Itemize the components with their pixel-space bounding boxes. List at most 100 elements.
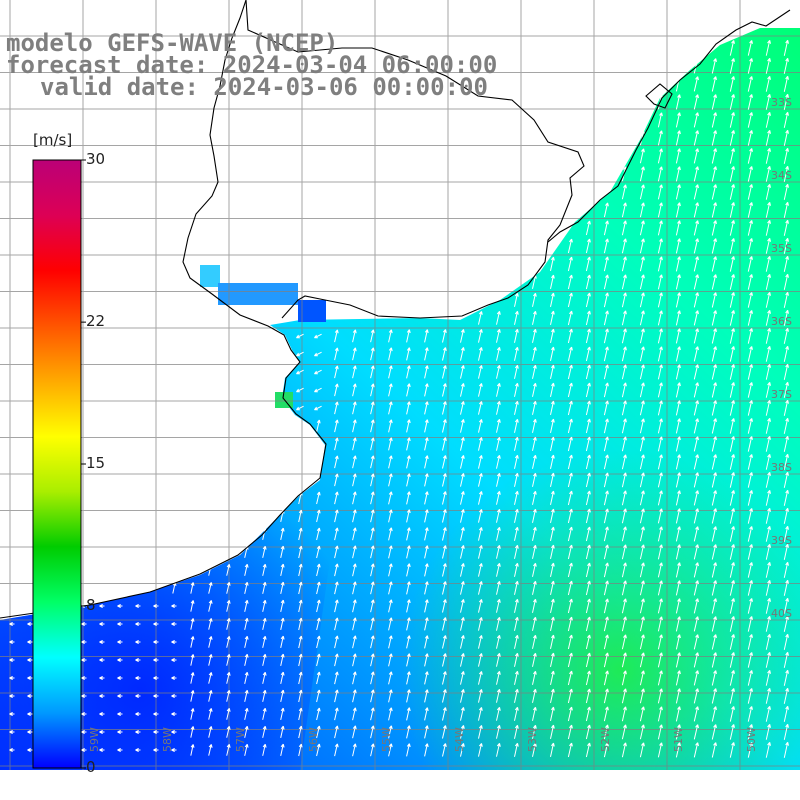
wind-arrow (693, 724, 699, 740)
wind-arrow (226, 653, 231, 666)
wind-arrow (621, 634, 627, 650)
wind-arrow (747, 580, 753, 596)
wind-arrow (334, 617, 339, 631)
wind-arrow (585, 598, 591, 614)
wind-arrow (711, 166, 717, 182)
wind-arrow (657, 670, 663, 686)
wind-arrow (693, 616, 699, 632)
wind-arrow (747, 688, 753, 704)
wind-arrow (603, 490, 609, 506)
wind-arrow (783, 399, 789, 416)
wind-arrow (657, 454, 663, 470)
wind-arrow (783, 201, 789, 218)
wind-arrow (657, 148, 663, 164)
wind-arrow (693, 562, 699, 578)
wind-arrow (783, 165, 789, 182)
wind-arrow (711, 526, 717, 542)
wind-arrow (99, 622, 105, 626)
wind-arrow (27, 622, 33, 626)
wind-arrow (639, 346, 645, 362)
wind-arrow (729, 490, 735, 506)
wind-arrow (747, 130, 753, 146)
wind-arrow (514, 634, 519, 649)
wind-arrow (352, 383, 357, 397)
wind-arrow (478, 401, 483, 415)
wind-arrow (783, 687, 789, 704)
wind-arrow (442, 473, 447, 487)
wind-arrow (388, 581, 393, 595)
wind-arrow (514, 616, 519, 631)
wind-arrow (424, 347, 429, 361)
wind-arrow (657, 742, 663, 758)
wind-arrow (478, 329, 483, 343)
longitude-label: 57W (234, 727, 247, 752)
longitude-label: 52W (599, 727, 612, 752)
colorbar (32, 159, 86, 769)
wind-arrow (226, 671, 231, 684)
wind-arrow (296, 387, 304, 393)
wind-arrow (747, 400, 753, 416)
wind-arrow (298, 653, 303, 667)
wind-arrow (711, 688, 717, 704)
wind-arrow (585, 364, 591, 380)
wind-arrow (262, 671, 267, 684)
wind-arrow (621, 454, 627, 470)
wind-arrow (765, 579, 771, 596)
wind-arrow (514, 382, 519, 397)
colorbar-label: 30 (86, 150, 106, 168)
latitude-label: 37S (771, 388, 792, 401)
wind-arrow (585, 436, 591, 452)
wind-arrow (388, 509, 393, 523)
wind-arrow (657, 526, 663, 542)
wind-arrow (783, 345, 789, 362)
wind-arrow (711, 94, 717, 110)
wind-arrow (693, 274, 699, 290)
wind-arrow (711, 238, 717, 254)
wind-arrow (117, 676, 123, 680)
wind-arrow (567, 292, 573, 308)
wind-arrow (352, 689, 357, 703)
wind-arrow (262, 581, 267, 594)
wind-arrow (567, 436, 573, 452)
wind-arrow (514, 670, 519, 685)
wind-arrow (226, 689, 231, 702)
wind-arrow (765, 435, 771, 452)
wind-arrow (639, 148, 645, 164)
wind-arrow (532, 292, 537, 307)
wind-arrow (478, 725, 483, 739)
wind-arrow (314, 405, 322, 411)
wind-arrow (478, 437, 483, 451)
wind-arrow (729, 706, 735, 722)
wind-arrow (532, 364, 537, 379)
wind-arrow (783, 543, 789, 560)
wind-arrow (693, 706, 699, 722)
wind-arrow (298, 617, 303, 631)
wind-arrow (693, 94, 699, 110)
wind-arrow (99, 748, 105, 752)
wind-arrow (567, 562, 573, 578)
wind-arrow (424, 635, 429, 649)
wind-arrow (406, 329, 411, 343)
wind-arrow (314, 333, 322, 339)
wind-arrow (496, 382, 501, 397)
wind-arrow (783, 273, 789, 290)
wind-arrow (711, 76, 717, 92)
wind-arrow (334, 743, 339, 757)
wind-arrow (442, 599, 447, 613)
wind-arrow (550, 652, 555, 668)
wind-arrow (711, 706, 717, 722)
wind-arrow (585, 256, 591, 272)
wind-arrow (693, 202, 699, 218)
wind-arrow (747, 616, 753, 632)
wind-arrow (280, 689, 285, 703)
wind-arrow (424, 455, 429, 469)
wind-arrow (406, 527, 411, 541)
wind-arrow (621, 382, 627, 398)
wind-arrow (729, 544, 735, 560)
wind-arrow (729, 292, 735, 308)
wind-arrow (262, 689, 267, 702)
wind-arrow (424, 419, 429, 433)
wind-arrow (153, 730, 159, 734)
wind-arrow (352, 671, 357, 685)
wind-arrow (406, 401, 411, 415)
